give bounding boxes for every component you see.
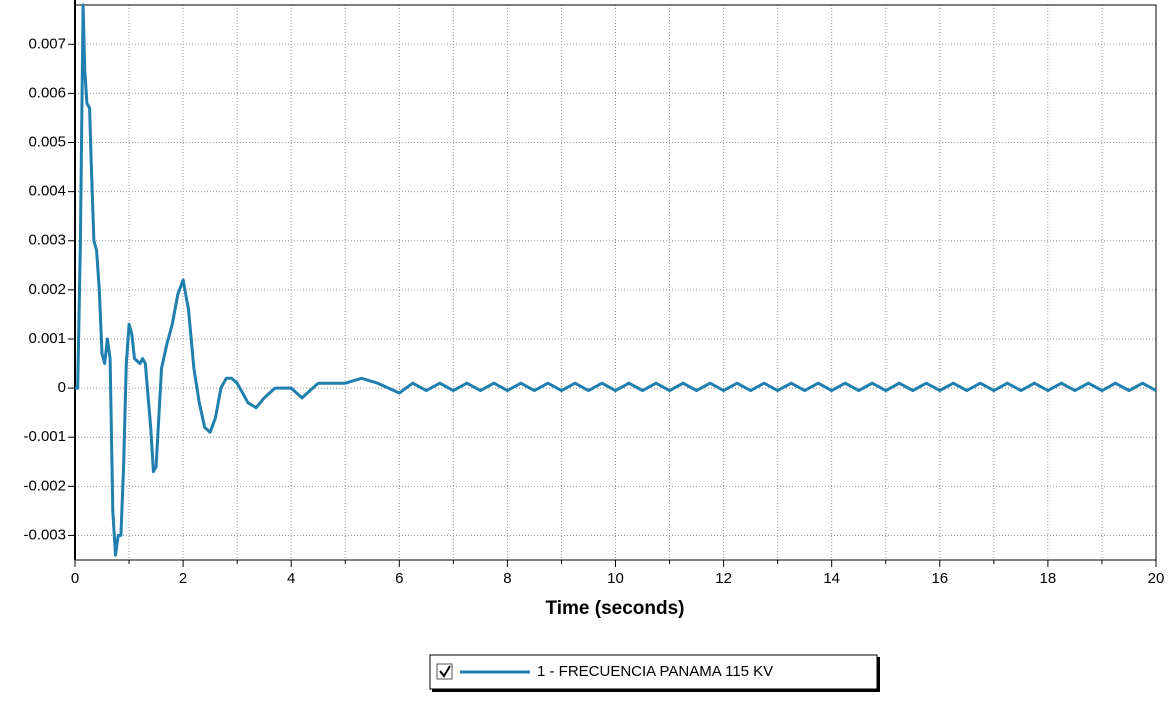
x-tick-label: 12 (715, 570, 732, 587)
y-tick-label: -0.003 (23, 526, 66, 543)
y-tick-label: 0.002 (28, 281, 66, 298)
y-tick-label: -0.001 (23, 428, 66, 445)
x-tick-label: 10 (607, 570, 624, 587)
data-line (75, 3, 1156, 557)
checkmark (439, 665, 451, 678)
y-tick-label: -0.002 (23, 477, 66, 494)
y-tick-label: 0.007 (28, 35, 66, 52)
y-tick-label: 0.004 (28, 183, 66, 200)
y-tick-label: 0.003 (28, 232, 66, 249)
x-tick-label: 2 (179, 570, 187, 587)
y-tick-label: 0.005 (28, 133, 66, 150)
x-tick-label: 14 (823, 570, 840, 587)
x-tick-label: 4 (287, 570, 295, 587)
x-tick-label: 16 (931, 570, 948, 587)
legend-label: 1 - FRECUENCIA PANAMA 115 KV (537, 663, 773, 680)
y-tick-label: 0.006 (28, 84, 66, 101)
legend-shadow (877, 657, 880, 691)
x-tick-label: 6 (395, 570, 403, 587)
x-tick-label: 0 (71, 570, 79, 587)
x-tick-label: 20 (1148, 570, 1165, 587)
legend-shadow (432, 689, 880, 692)
x-tick-label: 18 (1040, 570, 1057, 587)
x-axis-label: Time (seconds) (545, 598, 684, 619)
x-tick-label: 8 (503, 570, 511, 587)
y-tick-label: 0.001 (28, 330, 66, 347)
y-tick-label: 0 (58, 379, 66, 396)
